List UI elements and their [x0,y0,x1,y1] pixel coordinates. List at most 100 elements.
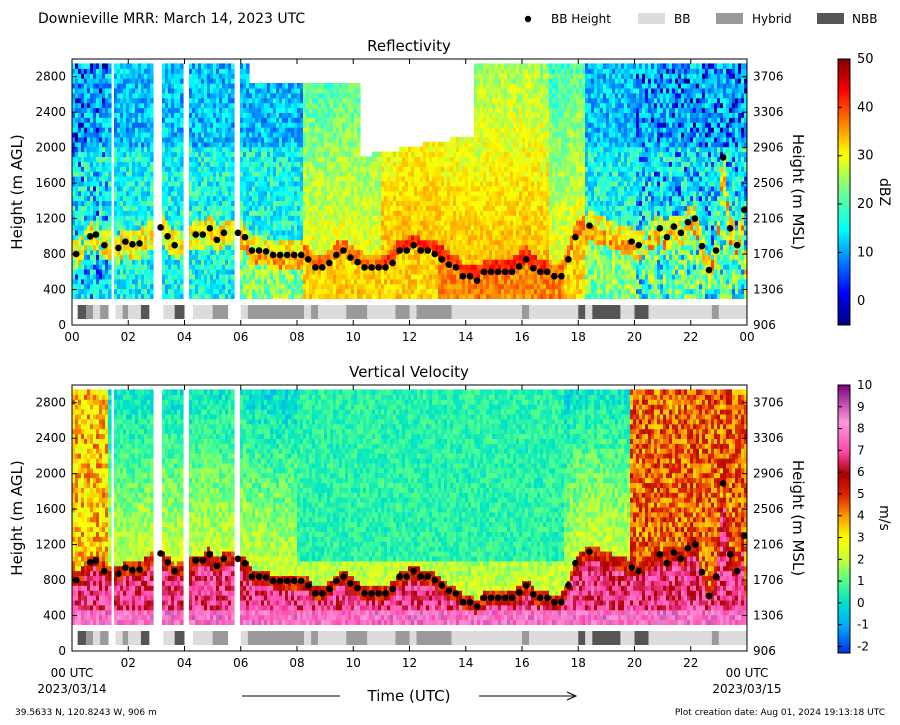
field-cell [297,229,301,236]
field-cell [339,166,343,172]
field-cell [120,176,124,182]
field-cell [312,254,316,260]
field-cell [300,117,304,123]
field-cell [324,83,328,89]
field-cell [285,234,289,241]
field-cell [120,117,124,123]
field-cell [432,293,436,299]
field-cell [270,92,274,99]
field-cell [81,293,85,299]
field-cell [309,288,313,295]
field-cell [303,200,307,206]
field-cell [288,249,292,255]
field-cell [279,112,283,118]
field-cell [312,239,316,246]
field-cell [174,68,178,74]
field-cell [414,264,418,270]
field-cell [102,112,106,118]
field-cell [78,234,82,241]
field-cell [243,190,247,197]
field-cell [114,259,118,265]
field-cell [276,176,280,182]
field-cell [345,112,349,118]
field-cell [135,156,139,162]
field-cell [411,229,415,236]
field-cell [333,239,337,246]
field-cell [198,107,202,113]
field-cell [447,244,451,251]
field-cell [231,176,235,182]
field-cell [84,200,88,206]
field-cell [285,107,289,113]
field-cell [264,107,268,113]
field-cell [144,229,148,236]
field-cell [321,239,325,246]
field-cell [222,220,226,226]
field-cell [84,73,88,79]
field-cell [75,215,79,221]
field-cell [330,102,334,109]
field-cell [282,205,286,211]
field-cell [150,131,154,138]
field-cell [210,107,214,113]
field-cell [366,156,370,162]
field-cell [123,73,127,79]
field-cell [132,278,136,285]
field-cell [225,127,229,133]
field-cell [126,87,130,94]
field-cell [261,136,265,143]
field-cell [327,283,331,290]
field-cell [375,259,379,265]
field-cell [306,273,310,280]
field-cell [321,122,325,128]
field-cell [147,210,151,216]
field-cell [198,215,202,221]
field-cell [78,210,82,216]
field-cell [279,161,283,167]
field-cell [282,127,286,133]
field-cell [312,97,316,104]
field-cell [207,283,211,290]
field-cell [165,127,169,133]
field-cell [291,185,295,192]
field-cell [138,249,142,255]
field-cell [150,176,154,182]
field-cell [75,288,79,295]
field-cell [312,92,316,99]
field-cell [210,146,214,153]
field-cell [135,102,139,109]
field-cell [366,166,370,172]
field-cell [399,234,403,241]
field-cell [273,264,277,270]
field-cell [177,161,181,167]
field-cell [366,224,370,231]
field-cell [117,122,121,128]
field-cell [231,151,235,158]
field-cell [351,244,355,251]
field-cell [168,131,172,138]
field-cell [72,87,76,94]
field-cell [132,205,136,211]
field-cell [294,185,298,192]
field-cell [246,151,250,158]
field-cell [405,254,409,260]
field-cell [426,234,430,241]
field-cell [135,131,139,138]
field-cell [246,112,250,118]
field-cell [81,78,85,84]
field-cell [165,102,169,109]
field-cell [141,220,145,226]
field-cell [411,146,415,153]
field-cell [132,97,136,104]
field-cell [135,210,139,216]
field-cell [144,269,148,275]
field-cell [150,259,154,265]
field-cell [333,200,337,206]
field-cell [165,176,169,182]
field-cell [255,254,259,260]
field-cell [138,117,142,123]
field-cell [135,283,139,290]
field-cell [147,63,151,69]
field-cell [195,146,199,153]
field-cell [117,278,121,285]
